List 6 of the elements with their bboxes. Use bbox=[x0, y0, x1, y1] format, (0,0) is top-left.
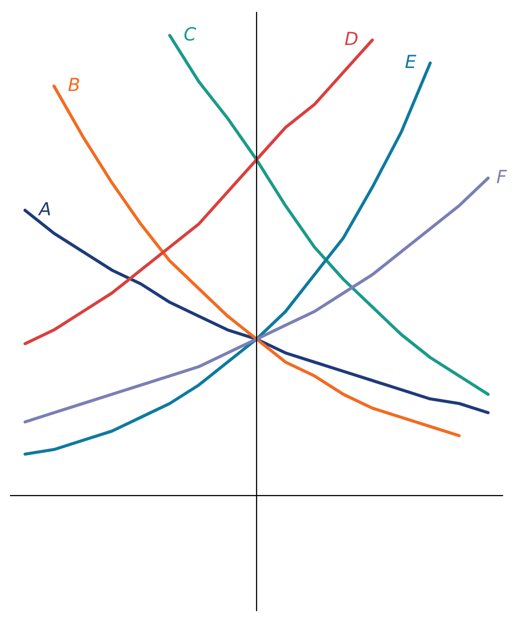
series-label: A bbox=[38, 202, 50, 216]
series-label: D bbox=[345, 32, 358, 46]
series-label: C bbox=[184, 27, 196, 41]
series-label: B bbox=[68, 78, 80, 92]
series-label: F bbox=[496, 170, 508, 184]
series-label: E bbox=[405, 54, 416, 68]
